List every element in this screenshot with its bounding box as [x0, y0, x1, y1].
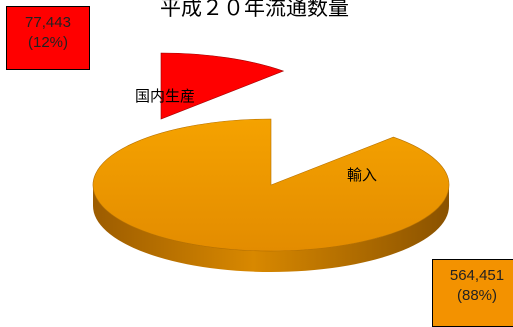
- callout-import-value: 564,451: [449, 267, 505, 284]
- callout-import-percent: (88%): [456, 287, 497, 304]
- slice-label-domestic: 国内生産: [135, 87, 195, 105]
- data-callout-domestic: 77,443 (12%): [6, 6, 90, 70]
- slice-import-side: [93, 185, 449, 272]
- slice-import-top: [92, 118, 450, 252]
- data-callout-import: 564,451 (88%): [432, 259, 513, 327]
- callout-domestic-value: 77,443: [25, 14, 71, 31]
- slice-label-import: 輸入: [347, 166, 377, 184]
- slice-domestic-top: [160, 52, 285, 120]
- chart-title: 平成２０年流通数量: [160, 0, 349, 20]
- callout-domestic-percent: (12%): [27, 34, 68, 51]
